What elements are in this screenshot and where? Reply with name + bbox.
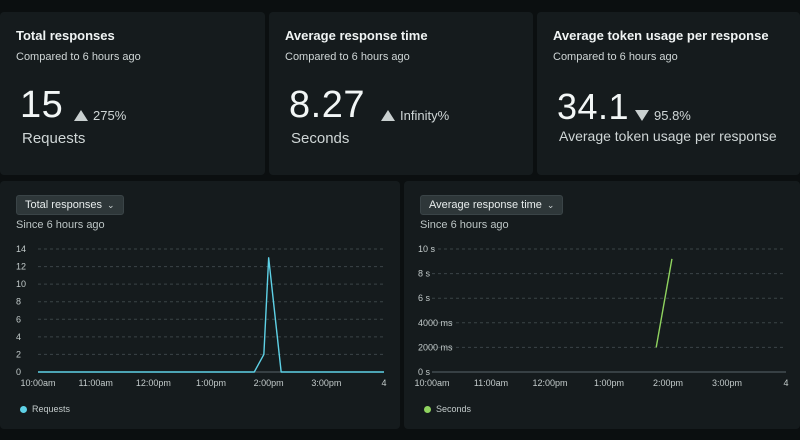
x-tick-label: 10:00am <box>414 378 449 388</box>
x-tick-label: 12:00pm <box>136 378 171 388</box>
chart-legend[interactable]: Seconds <box>424 404 471 414</box>
chart-card-average-response-time: Average response time ⌄ Since 6 hours ag… <box>404 181 800 429</box>
chevron-down-icon: ⌄ <box>107 199 115 210</box>
kpi-delta: 95.8% <box>635 108 691 123</box>
kpi-unit: Seconds <box>291 130 350 147</box>
kpi-card-total-responses: Total responses Compared to 6 hours ago … <box>0 12 265 175</box>
kpi-title: Average token usage per response <box>553 28 769 43</box>
x-tick-label: 1:00pm <box>196 378 226 388</box>
chevron-down-icon: ⌄ <box>546 199 555 210</box>
kpi-delta-value: 95.8% <box>654 108 691 123</box>
x-tick-label: 4 <box>783 378 788 388</box>
chart-card-total-responses: Total responses ⌄ Since 6 hours ago 14 12… <box>0 181 400 429</box>
requests-chart: 14 12 10 8 6 4 2 010:00am 11:00am 12:00pm 1:00pm 2:… <box>16 244 387 388</box>
kpi-delta: Infinity% <box>381 108 449 123</box>
y-tick-label: 0 <box>16 367 21 377</box>
legend-dot <box>424 405 431 413</box>
kpi-value: 8.27 <box>289 84 365 126</box>
y-tick-label: 8 s <box>418 269 431 279</box>
chart-metric-dropdown[interactable]: Total responses ⌄ <box>16 195 124 215</box>
x-tick-label: 11:00am <box>474 378 508 388</box>
kpi-subtitle: Compared to 6 hours ago <box>553 51 678 63</box>
arrow-up-icon <box>74 110 88 121</box>
x-tick-label: 11:00am <box>78 378 112 388</box>
legend-dot <box>20 405 27 413</box>
x-tick-label: 3:00pm <box>311 378 341 388</box>
kpi-delta-value: Infinity% <box>400 108 450 123</box>
y-tick-label: 6 <box>16 314 21 324</box>
dropdown-label: Total responses <box>25 199 103 211</box>
kpi-value: 15 <box>20 84 64 126</box>
kpi-card-average-response-time: Average response time Compared to 6 hour… <box>269 12 533 175</box>
y-tick-label: 2000 ms <box>418 342 453 352</box>
y-tick-label: 4000 ms <box>418 318 453 328</box>
y-tick-label: 6 s <box>418 293 431 303</box>
series-line-seconds[interactable] <box>655 258 673 348</box>
y-tick-label: 10 <box>16 279 26 289</box>
kpi-title: Total responses <box>16 28 115 43</box>
chart-metric-dropdown[interactable]: Average response time ⌄ <box>420 195 564 215</box>
x-tick-label: 10:00am <box>20 378 55 388</box>
x-tick-label: 3:00pm <box>712 378 742 388</box>
x-tick-label: 1:00pm <box>594 378 624 388</box>
x-tick-label: 4 <box>381 378 386 388</box>
kpi-value: 34.1 <box>557 86 630 127</box>
time-range-label: Since 6 hours ago <box>16 219 105 231</box>
kpi-delta-value: 275% <box>93 108 127 123</box>
arrow-down-icon <box>635 110 649 121</box>
kpi-delta: 275% <box>74 108 126 123</box>
dropdown-label: Average response time <box>429 199 542 211</box>
y-tick-label: 0 s <box>418 367 431 377</box>
y-tick-label: 8 <box>16 297 21 307</box>
kpi-card-average-token-usage: Average token usage per response Compare… <box>537 12 800 175</box>
kpi-unit: Requests <box>22 130 86 147</box>
y-tick-label: 12 <box>16 262 26 272</box>
y-tick-label: 14 <box>16 244 26 254</box>
legend-label: Seconds <box>436 404 472 414</box>
x-tick-label: 12:00pm <box>532 378 567 388</box>
chart-legend[interactable]: Requests <box>20 404 70 414</box>
kpi-subtitle: Compared to 6 hours ago <box>285 51 410 63</box>
arrow-up-icon <box>381 110 395 121</box>
legend-label: Requests <box>32 404 71 414</box>
y-tick-label: 10 s <box>418 244 436 254</box>
y-tick-label: 4 <box>16 332 21 342</box>
kpi-title: Average response time <box>285 28 428 43</box>
kpi-subtitle: Compared to 6 hours ago <box>16 51 141 63</box>
kpi-unit: Average token usage per response <box>559 128 777 144</box>
time-range-label: Since 6 hours ago <box>420 219 509 231</box>
y-tick-label: 2 <box>16 349 21 359</box>
response-time-chart: 10 s 8 s 6 s 4000 ms 2000 ms 0 s10:00am 11:00a… <box>414 244 788 388</box>
series-line-requests[interactable] <box>38 257 384 373</box>
x-tick-label: 2:00pm <box>254 378 284 388</box>
x-tick-label: 2:00pm <box>653 378 683 388</box>
